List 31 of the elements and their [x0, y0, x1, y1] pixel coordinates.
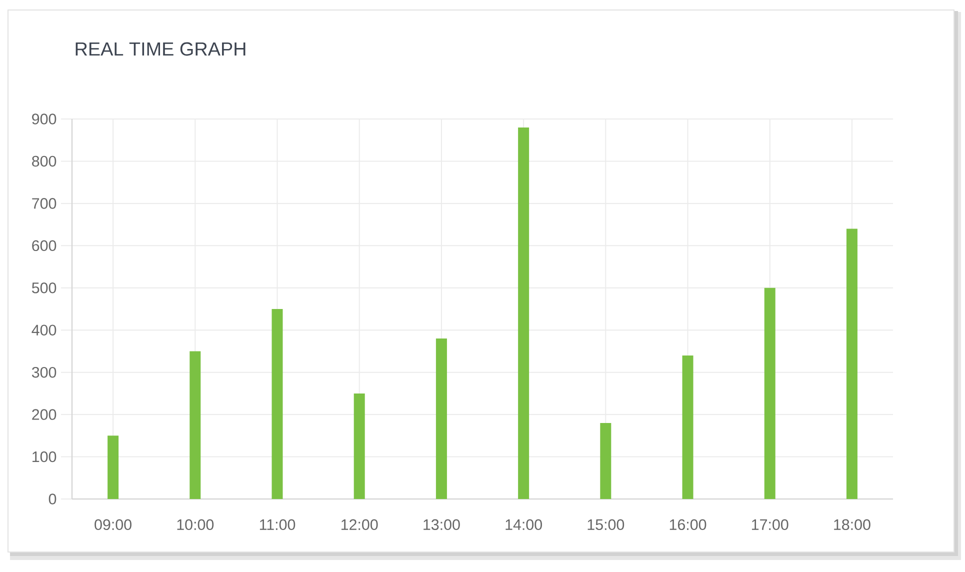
y-tick-label: 400: [32, 324, 56, 336]
x-tick-label: 15:00: [588, 519, 624, 530]
bar: [764, 288, 776, 499]
x-tick-label: 18:00: [834, 519, 870, 530]
bar: [354, 393, 365, 499]
x-tick-label: 12:00: [341, 519, 378, 530]
bar: [108, 436, 119, 499]
bar: [682, 355, 694, 499]
y-tick-label: 600: [32, 240, 56, 252]
bar: [190, 351, 201, 499]
x-tick-label: 16:00: [670, 519, 706, 530]
x-tick-label: 09:00: [94, 519, 132, 530]
bar: [436, 338, 447, 499]
bar: [518, 127, 530, 499]
x-tick-label: 17:00: [752, 519, 788, 530]
bar: [600, 423, 612, 499]
y-tick-label: 200: [32, 409, 56, 420]
y-tick-label: 300: [32, 366, 56, 378]
y-tick-label: 500: [32, 282, 56, 294]
y-tick-label: 100: [32, 451, 56, 462]
y-tick-label: 800: [32, 156, 56, 167]
x-tick-label: 11:00: [260, 519, 296, 530]
x-tick-label: 14:00: [506, 519, 542, 530]
chart-title: REAL TIME GRAPH: [76, 42, 246, 56]
x-tick-label: 13:00: [424, 519, 460, 530]
x-tick-label: 10:00: [177, 519, 214, 530]
y-tick-label: 0: [48, 494, 56, 504]
y-tick-label: 700: [32, 198, 56, 209]
bar: [846, 228, 858, 499]
y-tick-label: 900: [32, 114, 56, 124]
bar: [272, 309, 283, 499]
